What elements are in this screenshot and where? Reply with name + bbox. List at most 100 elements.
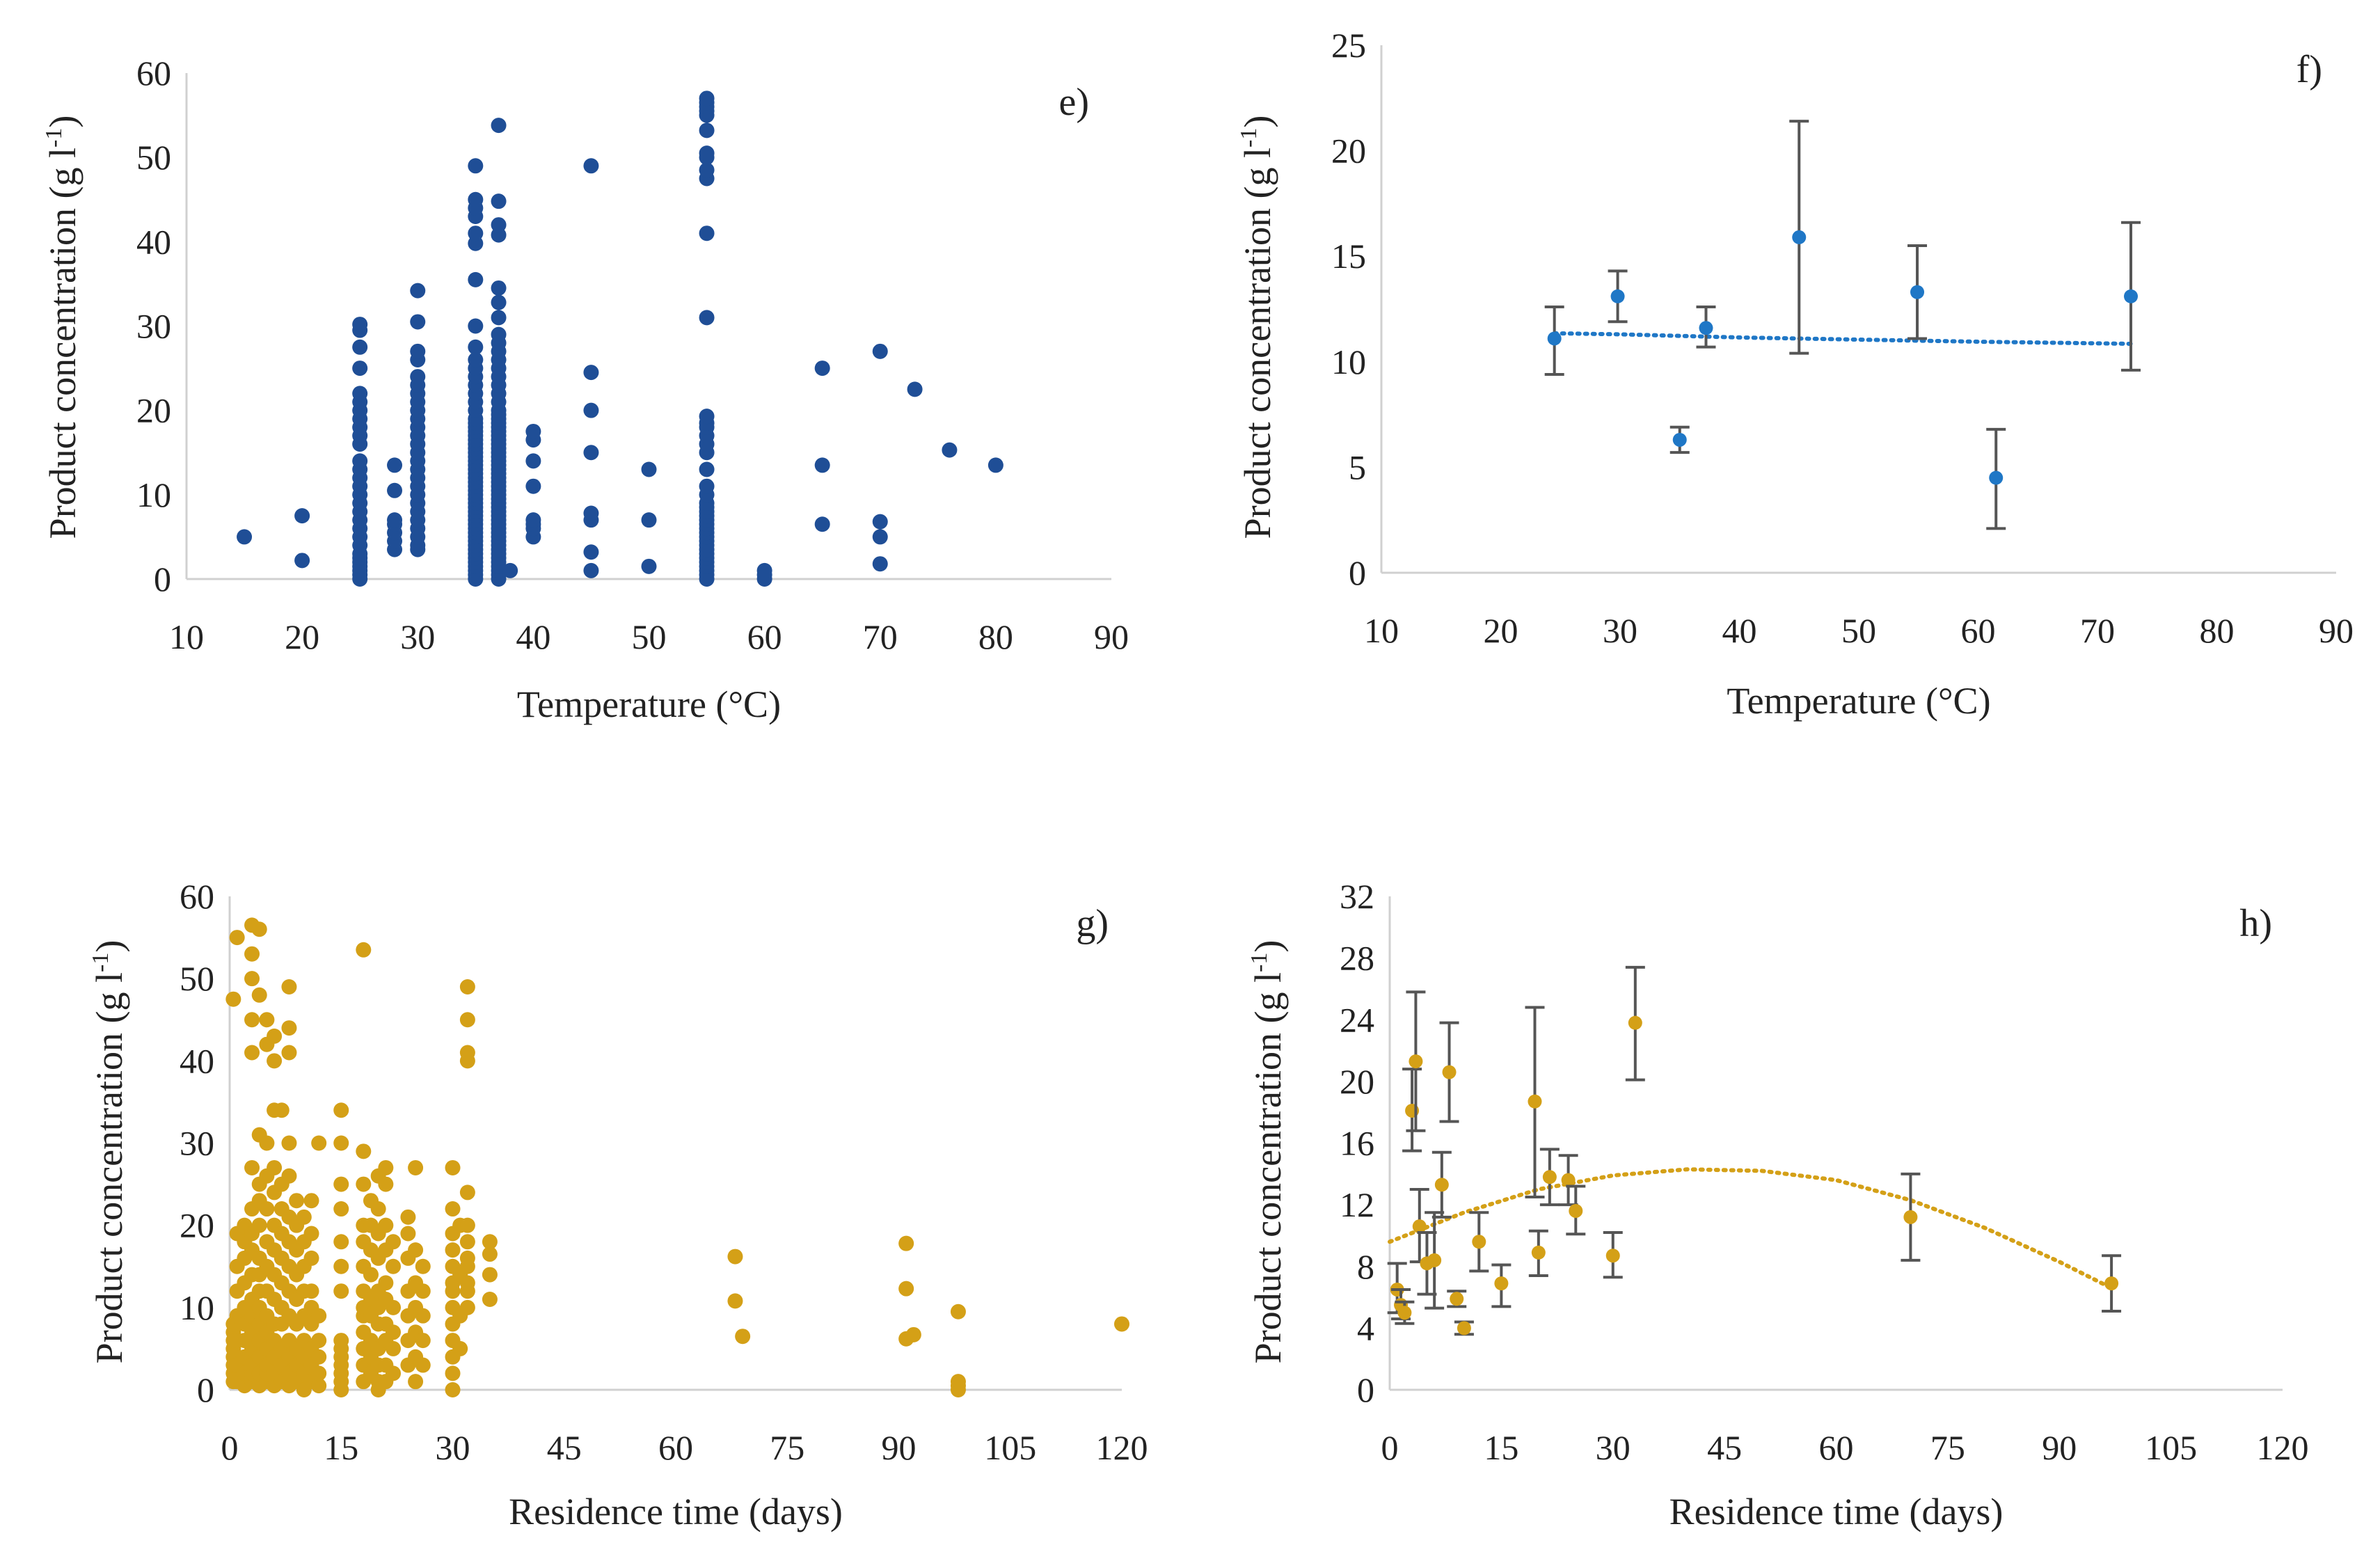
data-point <box>950 1304 966 1320</box>
data-point <box>468 158 484 174</box>
data-point <box>281 1020 297 1036</box>
data-point <box>2124 289 2139 303</box>
data-point <box>386 1234 402 1250</box>
data-point <box>303 1193 319 1209</box>
y-axis-label: Product concentration (g l-1) <box>88 940 130 1364</box>
data-point <box>333 1201 349 1217</box>
data-point <box>311 1378 327 1394</box>
y-tick-label: 12 <box>1340 1185 1374 1224</box>
data-point <box>1610 289 1625 303</box>
data-point <box>251 1217 267 1233</box>
data-point <box>281 1045 297 1061</box>
x-tick-label: 30 <box>1596 1428 1631 1467</box>
data-point <box>244 946 260 962</box>
data-point <box>303 1250 319 1266</box>
data-point <box>1569 1203 1583 1218</box>
y-tick-label: 10 <box>180 1288 214 1327</box>
data-point <box>583 562 599 578</box>
y-tick-label: 20 <box>1331 132 1366 171</box>
data-point <box>410 369 426 385</box>
y-tick-label: 20 <box>1340 1062 1374 1101</box>
data-point <box>468 225 484 241</box>
data-point <box>445 1242 461 1258</box>
x-tick-label: 75 <box>770 1428 804 1467</box>
data-point <box>525 512 541 528</box>
x-tick-label: 10 <box>1364 611 1399 650</box>
data-point <box>356 1176 372 1192</box>
data-point <box>727 1293 743 1309</box>
y-tick-label: 50 <box>180 959 214 998</box>
data-point <box>387 482 403 498</box>
trendline <box>1388 1167 2114 1290</box>
data-point <box>311 1349 327 1365</box>
data-point <box>1434 1178 1449 1192</box>
data-point <box>907 381 923 397</box>
data-point <box>333 1176 349 1192</box>
data-point <box>1412 1219 1427 1234</box>
x-tick-label: 15 <box>324 1428 358 1467</box>
x-tick-label: 40 <box>1722 611 1757 650</box>
data-point <box>583 158 599 174</box>
data-point <box>229 930 245 946</box>
x-tick-label: 50 <box>1841 611 1876 650</box>
data-point <box>459 1234 475 1250</box>
y-axis-label: Product concentration (g l-1) <box>41 116 84 539</box>
x-tick-label: 60 <box>658 1428 693 1467</box>
data-point <box>370 1201 386 1217</box>
x-tick-label: 20 <box>1484 611 1518 650</box>
chart-panel-f: 0 5 10 15 20 25 10 20 30 40 50 60 70 80 90 Temperature … <box>1236 26 2354 722</box>
data-point <box>363 1267 379 1283</box>
data-point <box>459 1012 475 1028</box>
data-point <box>445 1382 461 1397</box>
data-point <box>378 1159 394 1175</box>
data-point <box>259 1012 275 1028</box>
x-tick-label: 90 <box>1094 617 1129 656</box>
x-tick-label: 60 <box>1961 611 1996 650</box>
data-point <box>333 1333 349 1349</box>
data-point <box>459 1299 475 1315</box>
data-point <box>699 225 715 241</box>
data-point <box>408 1159 424 1175</box>
data-point <box>333 1258 349 1274</box>
data-point <box>459 1250 475 1266</box>
data-point <box>296 1209 312 1225</box>
data-point <box>352 386 368 402</box>
data-point <box>303 1226 319 1242</box>
data-point <box>281 978 297 995</box>
data-point <box>273 1102 289 1118</box>
y-tick-label: 0 <box>197 1370 214 1409</box>
data-point <box>1903 1210 1918 1224</box>
data-point <box>950 1374 966 1390</box>
data-point <box>387 457 403 473</box>
data-point <box>641 512 657 528</box>
data-point <box>408 1374 424 1390</box>
data-point <box>525 453 541 469</box>
data-point <box>583 365 599 381</box>
data-point <box>905 1326 921 1342</box>
x-tick-label: 45 <box>547 1428 582 1467</box>
y-tick-label: 15 <box>1331 237 1366 276</box>
data-point <box>237 529 253 545</box>
data-point <box>387 512 403 528</box>
data-point <box>1494 1276 1509 1291</box>
data-point <box>251 987 267 1003</box>
y-tick-label: 40 <box>180 1041 214 1080</box>
y-tick-label: 5 <box>1349 447 1366 486</box>
data-point <box>251 921 267 937</box>
x-tick-label: 70 <box>2080 611 2115 650</box>
panel-label: e) <box>1058 81 1089 124</box>
data-point <box>491 310 507 326</box>
data-point <box>289 1193 305 1209</box>
data-point <box>410 283 426 299</box>
data-point <box>491 217 507 233</box>
trendline <box>1552 331 2133 346</box>
data-point <box>333 1135 349 1151</box>
data-point <box>502 562 518 578</box>
y-tick-label: 30 <box>180 1124 214 1163</box>
y-tick-label: 40 <box>136 222 171 261</box>
x-axis-label: Temperature (°C) <box>517 683 781 725</box>
x-tick-label: 90 <box>2319 611 2354 650</box>
data-point <box>756 562 772 578</box>
data-point <box>445 1159 461 1175</box>
data-point <box>641 461 657 477</box>
